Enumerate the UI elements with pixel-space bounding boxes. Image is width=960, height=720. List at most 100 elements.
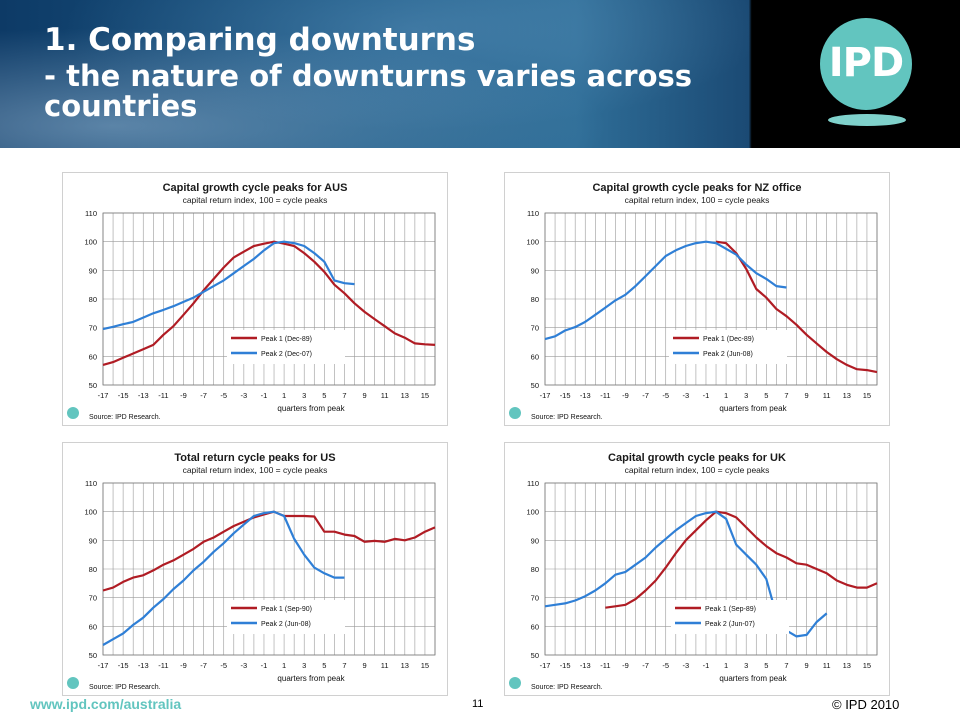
x-tick-label: 1 <box>282 661 286 670</box>
x-tick-label: 3 <box>744 661 748 670</box>
x-tick-label: 9 <box>804 661 808 670</box>
x-tick-label: 7 <box>784 391 788 400</box>
series-line-peak-2 <box>102 510 345 646</box>
x-tick-label: -9 <box>622 391 629 400</box>
x-tick-label: 7 <box>784 661 788 670</box>
copyright-notice: © IPD 2010 <box>832 697 900 712</box>
chart-panel-uk: Capital growth cycle peaks for UK capital… <box>504 442 890 696</box>
y-tick-label: 60 <box>89 352 97 361</box>
y-tick-label: 90 <box>89 536 97 545</box>
x-tick-label: -13 <box>138 661 149 670</box>
x-tick-label: 13 <box>843 661 851 670</box>
y-tick-label: 100 <box>526 238 539 247</box>
x-tick-label: -13 <box>580 661 591 670</box>
x-tick-label: -17 <box>540 391 551 400</box>
title-line-1: 1. Comparing downturns <box>44 22 476 58</box>
x-tick-label: -7 <box>200 391 207 400</box>
series-line-peak-1 <box>102 510 436 592</box>
x-tick-label: 13 <box>401 391 409 400</box>
y-tick-label: 80 <box>531 565 539 574</box>
series-line-peak-1 <box>102 240 436 366</box>
x-tick-label: 3 <box>744 391 748 400</box>
x-tick-label: -17 <box>540 661 551 670</box>
source-note: Source: IPD Research. <box>531 414 603 421</box>
x-tick-label: 5 <box>764 661 768 670</box>
y-tick-label: 60 <box>89 622 97 631</box>
chart-subtitle: capital return index, 100 = cycle peaks <box>183 465 328 475</box>
y-tick-label: 110 <box>85 479 97 488</box>
chart-title: Capital growth cycle peaks for NZ office <box>592 182 801 194</box>
source-note: Source: IPD Research. <box>89 684 161 691</box>
x-tick-label: 15 <box>421 391 429 400</box>
slide-header: 1. Comparing downturns - the nature of d… <box>0 0 960 148</box>
x-tick-label: -11 <box>600 391 610 400</box>
x-tick-label: -9 <box>180 661 187 670</box>
y-tick-label: 100 <box>84 508 97 517</box>
chart-subtitle: capital return index, 100 = cycle peaks <box>183 195 328 205</box>
footer-url-link[interactable]: www.ipd.com/australia <box>30 696 182 712</box>
chart-title: Capital growth cycle peaks for UK <box>608 452 786 464</box>
x-tick-label: -15 <box>560 391 571 400</box>
chart-subtitle: capital return index, 100 = cycle peaks <box>625 465 770 475</box>
plot-area-frame <box>102 212 436 386</box>
chart-subtitle: capital return index, 100 = cycle peaks <box>625 195 770 205</box>
legend-label: Peak 2 (Dec-07) <box>261 351 312 358</box>
y-tick-label: 60 <box>531 352 539 361</box>
y-tick-label: 110 <box>85 209 97 218</box>
x-tick-label: 11 <box>381 661 389 670</box>
chart-title: Total return cycle peaks for US <box>174 452 335 464</box>
x-tick-label: -15 <box>560 661 571 670</box>
x-axis-label: quarters from peak <box>277 674 345 683</box>
x-tick-label: -5 <box>220 661 227 670</box>
legend-label: Peak 1 (Sep-90) <box>261 606 312 613</box>
x-tick-label: 3 <box>302 661 306 670</box>
x-tick-label: 7 <box>342 391 346 400</box>
x-tick-label: -15 <box>118 661 129 670</box>
x-tick-label: 1 <box>724 661 728 670</box>
x-tick-label: -11 <box>158 661 168 670</box>
header-background-image <box>0 0 750 148</box>
ipd-logo: IPD <box>820 18 912 110</box>
title-line-2: - the nature of downturns varies across … <box>44 58 693 123</box>
slide-title: 1. Comparing downturns - the nature of d… <box>44 24 744 121</box>
chart-panel-us: Total return cycle peaks for US capital r… <box>62 442 448 696</box>
x-tick-label: -1 <box>261 661 268 670</box>
x-tick-label: 11 <box>823 661 831 670</box>
y-tick-label: 60 <box>531 622 539 631</box>
x-tick-label: 1 <box>282 391 286 400</box>
x-tick-label: -11 <box>158 391 168 400</box>
plot-area-frame <box>544 482 878 656</box>
x-tick-label: -17 <box>98 391 109 400</box>
x-tick-label: 1 <box>724 391 728 400</box>
x-tick-label: -5 <box>220 391 227 400</box>
y-tick-label: 50 <box>531 381 539 390</box>
x-tick-label: -1 <box>703 661 710 670</box>
x-tick-label: -9 <box>622 661 629 670</box>
x-tick-label: 13 <box>843 391 851 400</box>
x-tick-label: -7 <box>642 661 649 670</box>
page-number: 11 <box>472 698 484 710</box>
logo-text: IPD <box>828 40 904 86</box>
x-tick-label: -13 <box>580 391 591 400</box>
legend-label: Peak 2 (Jun-07) <box>705 621 755 628</box>
x-tick-label: 7 <box>342 661 346 670</box>
x-tick-label: -3 <box>683 661 690 670</box>
series-line-peak-1 <box>715 240 878 374</box>
source-logo-icon <box>67 407 79 419</box>
x-tick-label: 9 <box>362 391 366 400</box>
x-tick-label: -3 <box>241 661 248 670</box>
x-tick-label: -1 <box>261 391 268 400</box>
x-axis-label: quarters from peak <box>719 674 787 683</box>
y-tick-label: 90 <box>89 266 97 275</box>
x-tick-label: 5 <box>322 391 326 400</box>
x-tick-label: 9 <box>362 661 366 670</box>
x-tick-label: -11 <box>600 661 610 670</box>
legend-box <box>671 600 789 634</box>
series-line-peak-2 <box>544 240 787 341</box>
y-tick-label: 70 <box>531 594 539 603</box>
y-tick-label: 90 <box>531 536 539 545</box>
x-tick-label: -3 <box>241 391 248 400</box>
x-axis-label: quarters from peak <box>277 404 345 413</box>
legend-label: Peak 1 (Dec-89) <box>703 336 754 343</box>
